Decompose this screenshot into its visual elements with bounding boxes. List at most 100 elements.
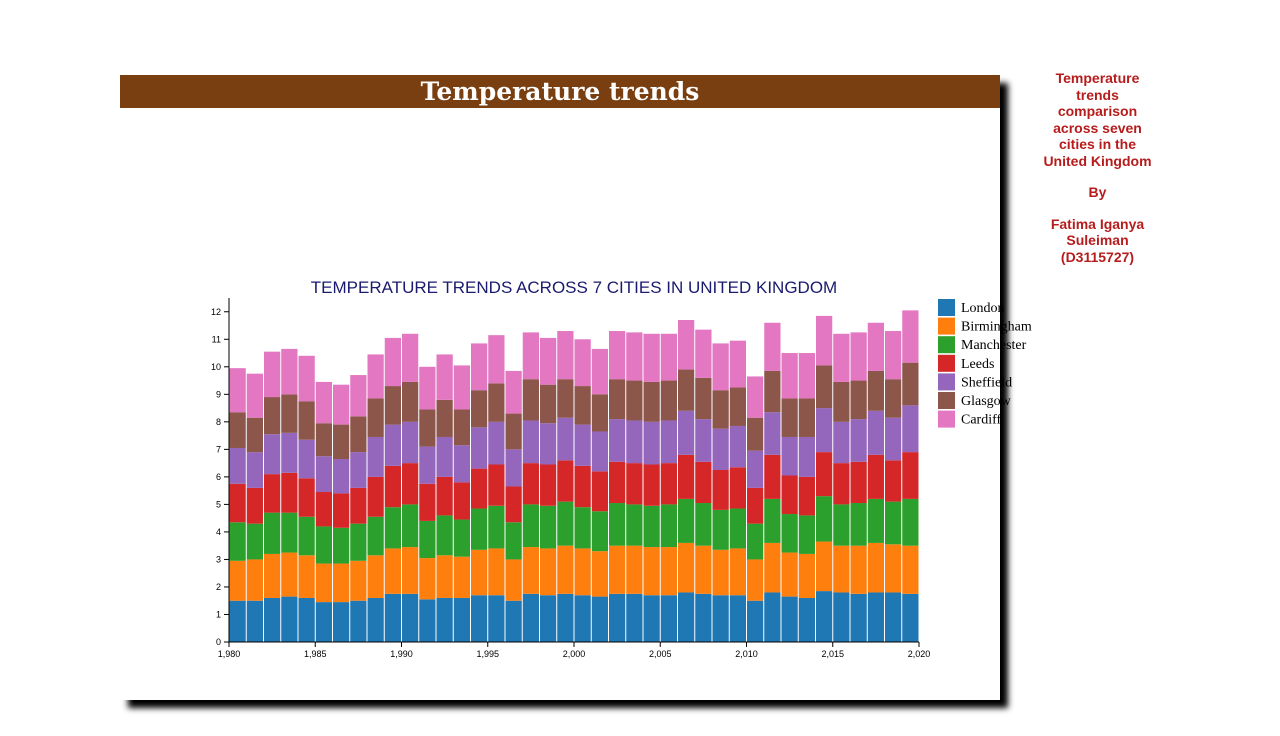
bar-birmingham-2017 — [867, 542, 884, 593]
bar-cardiff-1994 — [471, 343, 488, 391]
bar-glasgow-2007 — [695, 377, 712, 420]
y-tick-label: 5 — [216, 499, 221, 509]
bar-glasgow-2014 — [816, 365, 833, 409]
bar-leeds-1986 — [333, 493, 350, 528]
bar-manchester-1999 — [557, 501, 574, 546]
bar-manchester-2005 — [660, 504, 677, 548]
bar-cardiff-1985 — [315, 381, 332, 424]
bar-sheffield-1980 — [229, 447, 246, 484]
y-tick-label: 1 — [216, 609, 221, 619]
bar-birmingham-1994 — [471, 549, 488, 596]
legend-swatch-manchester — [938, 336, 955, 354]
bar-birmingham-2003 — [626, 545, 643, 594]
bar-sheffield-1988 — [367, 436, 384, 477]
bar-glasgow-2010 — [747, 417, 764, 451]
bar-birmingham-1993 — [453, 556, 470, 598]
bar-manchester-1990 — [402, 504, 419, 548]
bar-leeds-2004 — [643, 464, 660, 506]
bar-glasgow-2001 — [591, 394, 608, 432]
bar-glasgow-1986 — [333, 424, 350, 459]
bar-manchester-2011 — [764, 498, 781, 543]
bar-birmingham-1989 — [384, 548, 401, 594]
bar-leeds-2008 — [712, 470, 729, 510]
bar-leeds-1989 — [384, 465, 401, 508]
bar-manchester-1989 — [384, 507, 401, 549]
bar-manchester-2014 — [816, 496, 833, 542]
bar-sheffield-1992 — [436, 436, 453, 477]
bar-leeds-2009 — [729, 467, 746, 509]
legend-swatch-glasgow — [938, 392, 955, 409]
bar-birmingham-2013 — [798, 553, 815, 598]
bar-manchester-1991 — [419, 520, 436, 559]
bar-cardiff-2000 — [574, 339, 591, 387]
y-tick-label: 9 — [216, 389, 221, 399]
bar-glasgow-1998 — [540, 384, 557, 424]
bar-leeds-2015 — [833, 463, 850, 505]
bar-leeds-1991 — [419, 483, 436, 521]
bar-sheffield-2006 — [678, 410, 695, 455]
bar-cardiff-1998 — [540, 337, 557, 385]
bar-manchester-1997 — [522, 504, 539, 548]
bar-cardiff-2017 — [867, 322, 884, 371]
bar-glasgow-2012 — [781, 398, 798, 437]
bar-cardiff-2004 — [643, 333, 660, 382]
y-tick-label: 7 — [216, 444, 221, 454]
bar-glasgow-1985 — [315, 423, 332, 457]
bar-london-2017 — [867, 592, 884, 642]
bar-sheffield-2010 — [747, 450, 764, 488]
bar-london-2012 — [781, 596, 798, 642]
bar-sheffield-2015 — [833, 421, 850, 464]
bar-london-2018 — [885, 592, 902, 642]
bar-sheffield-1989 — [384, 424, 401, 466]
bar-manchester-1981 — [246, 523, 263, 560]
bar-glasgow-1982 — [264, 397, 281, 435]
bar-leeds-1994 — [471, 468, 488, 509]
bar-glasgow-2000 — [574, 386, 591, 425]
bar-leeds-1980 — [229, 483, 246, 523]
legend-label-cardiff: Cardiff — [961, 413, 1002, 428]
bar-birmingham-2009 — [729, 548, 746, 596]
bar-leeds-1983 — [281, 472, 298, 513]
by-label: By — [1088, 184, 1107, 200]
bar-london-1992 — [436, 597, 453, 642]
legend-label-manchester: Manchester — [961, 338, 1027, 353]
bar-sheffield-1982 — [264, 434, 281, 475]
bar-sheffield-2008 — [712, 428, 729, 470]
bar-birmingham-1991 — [419, 558, 436, 600]
bar-glasgow-1984 — [298, 401, 315, 440]
bar-london-1990 — [402, 593, 419, 642]
bar-birmingham-2000 — [574, 548, 591, 596]
bar-birmingham-1996 — [505, 559, 522, 601]
bar-sheffield-2007 — [695, 419, 712, 462]
bar-leeds-2019 — [902, 452, 919, 499]
bar-glasgow-1994 — [471, 390, 488, 428]
bar-leeds-2002 — [609, 461, 626, 504]
bar-london-1981 — [246, 600, 263, 642]
bar-sheffield-2012 — [781, 436, 798, 476]
bar-sheffield-1986 — [333, 458, 350, 494]
bar-birmingham-2010 — [747, 559, 764, 601]
bar-sheffield-2003 — [626, 420, 643, 464]
legend-label-leeds: Leeds — [961, 357, 994, 372]
bar-london-2005 — [660, 595, 677, 642]
bar-birmingham-1998 — [540, 548, 557, 596]
bar-cardiff-1999 — [557, 331, 574, 380]
bar-manchester-2007 — [695, 503, 712, 546]
legend-swatch-sheffield — [938, 373, 955, 391]
bar-cardiff-1981 — [246, 373, 263, 418]
y-tick-label: 10 — [211, 362, 221, 372]
bar-birmingham-2002 — [609, 545, 626, 594]
page-title: Temperature trends — [120, 75, 1000, 108]
bar-glasgow-2009 — [729, 387, 746, 426]
chart-title: TEMPERATURE TRENDS ACROSS 7 CITIES IN UN… — [311, 278, 837, 297]
bar-leeds-1999 — [557, 460, 574, 502]
bar-glasgow-2011 — [764, 370, 781, 413]
bar-birmingham-2005 — [660, 547, 677, 596]
bar-cardiff-2012 — [781, 353, 798, 399]
x-tick-label: 1,995 — [476, 649, 499, 659]
x-tick-label: 1,985 — [304, 649, 327, 659]
bar-manchester-2010 — [747, 523, 764, 560]
bar-birmingham-1987 — [350, 560, 367, 601]
bar-leeds-2013 — [798, 476, 815, 516]
